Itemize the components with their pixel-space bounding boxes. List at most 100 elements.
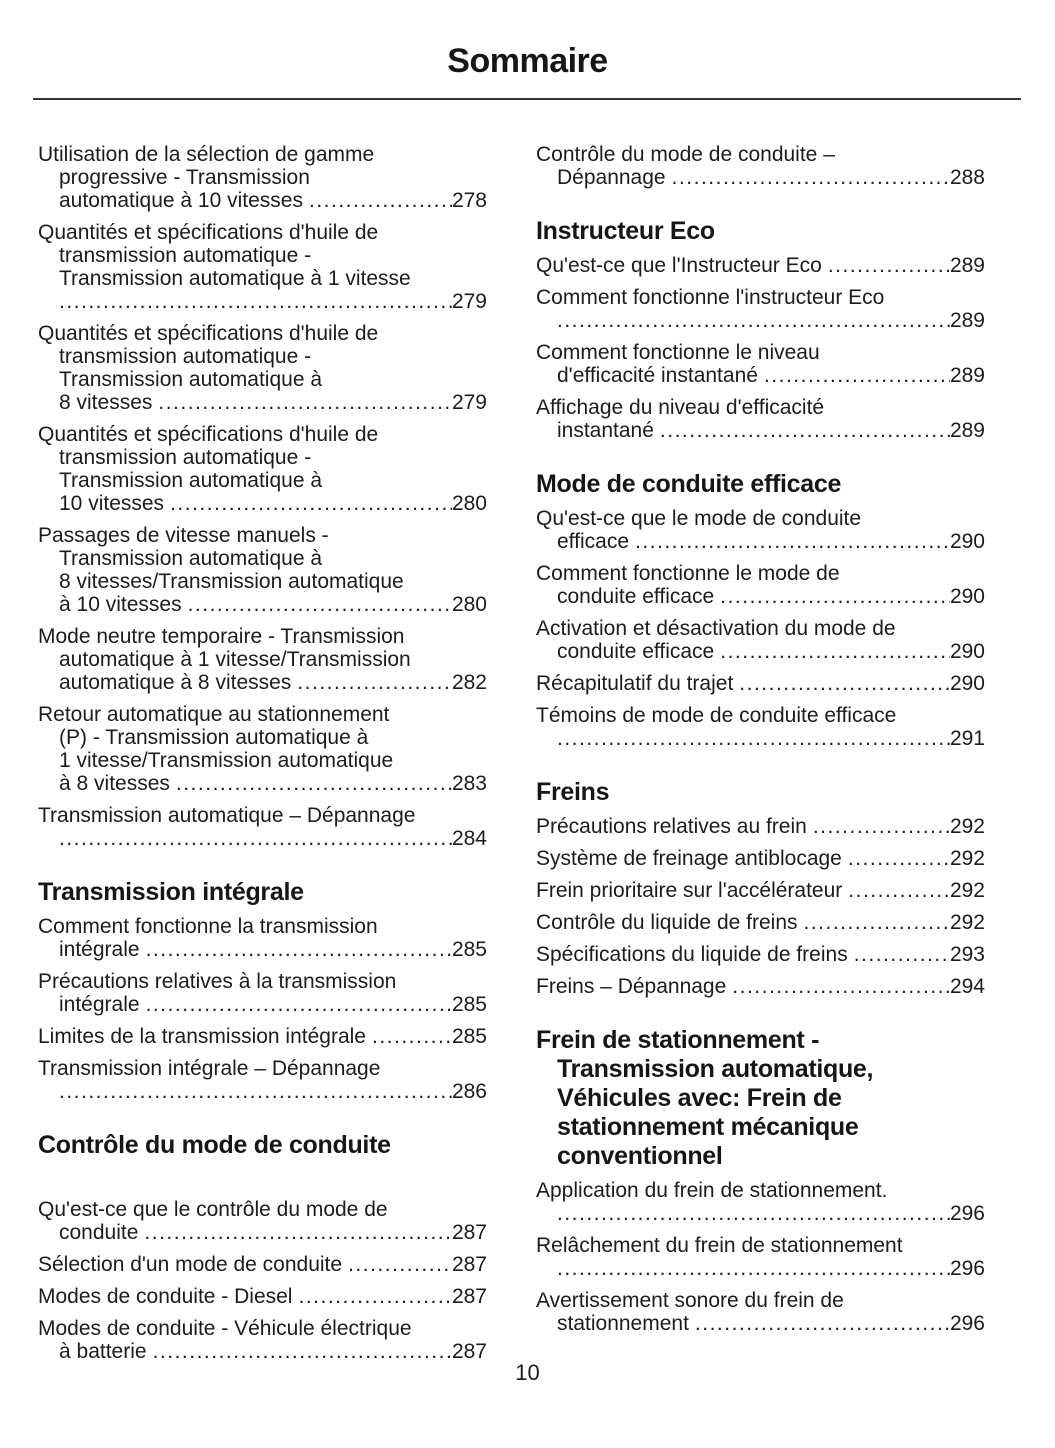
toc-entry-line: Application du frein de stationnement. bbox=[536, 1179, 888, 1202]
section-heading: Transmission intégrale bbox=[38, 878, 487, 907]
toc-entry[interactable]: Comment fonctionne la transmission intégr… bbox=[38, 915, 487, 961]
toc-entry[interactable]: Frein prioritaire sur l'accélérateur 292 bbox=[536, 879, 985, 902]
toc-entry[interactable]: Transmission intégrale – Dépannage 286 bbox=[38, 1057, 487, 1103]
toc-entry[interactable]: Retour automatique au stationnement (P) -… bbox=[38, 703, 487, 795]
toc-entry[interactable]: Témoins de mode de conduite efficace 291 bbox=[536, 704, 985, 750]
toc-dot-leader bbox=[146, 938, 452, 961]
toc-dot-leader bbox=[848, 879, 950, 902]
toc-entry[interactable]: Récapitulatif du trajet 290 bbox=[536, 672, 985, 695]
toc-entry-line: 1 vitesse/Transmission automatique bbox=[59, 749, 394, 772]
toc-page-number: 287 bbox=[451, 1285, 487, 1308]
toc-entry-line: Qu'est-ce que le contrôle du mode de bbox=[38, 1198, 388, 1221]
section-heading-line: Mode de conduite efficace bbox=[536, 470, 842, 498]
toc-entry[interactable]: Contrôle du liquide de freins 292 bbox=[536, 911, 985, 934]
toc-entry[interactable]: Contrôle du mode de conduite –Dépannage 2… bbox=[536, 143, 985, 189]
toc-entry[interactable]: Qu'est-ce que l'Instructeur Eco 289 bbox=[536, 254, 985, 277]
toc-entry[interactable]: Affichage du niveau d'efficacité instanta… bbox=[536, 396, 985, 442]
toc-entry[interactable]: Quantités et spécifications d'huile de tr… bbox=[38, 423, 487, 515]
toc-entry-line: Relâchement du frein de stationnement bbox=[536, 1234, 903, 1257]
toc-entry[interactable]: Application du frein de stationnement. 29… bbox=[536, 1179, 985, 1225]
toc-entry[interactable]: Précautions relatives à la transmission i… bbox=[38, 970, 487, 1016]
toc-dot-leader bbox=[557, 727, 950, 750]
toc-entry-line: Transmission automatique à bbox=[59, 547, 323, 570]
toc-page-number: 278 bbox=[451, 189, 487, 212]
toc-entry[interactable]: Comment fonctionne le niveau d'efficacité… bbox=[536, 341, 985, 387]
toc-dot-leader bbox=[764, 364, 950, 387]
toc-entry-text: d'efficacité instantané bbox=[557, 364, 758, 387]
toc-entry[interactable]: Précautions relatives au frein 292 bbox=[536, 815, 985, 838]
toc-entry-line: transmission automatique - bbox=[59, 244, 312, 267]
toc-entry-line: Précautions relatives à la transmission bbox=[38, 970, 397, 993]
toc-entry[interactable]: Mode neutre temporaire - Transmission aut… bbox=[38, 625, 487, 694]
toc-entry[interactable]: Passages de vitesse manuels - Transmissio… bbox=[38, 524, 487, 616]
toc-entry[interactable]: Avertissement sonore du frein de stationn… bbox=[536, 1289, 985, 1335]
toc-dot-leader bbox=[188, 593, 452, 616]
toc-entry[interactable]: Modes de conduite - Diesel 287 bbox=[38, 1285, 487, 1308]
toc-dot-leader bbox=[309, 189, 452, 212]
section-heading: Contrôle du mode de conduite bbox=[38, 1131, 487, 1160]
toc-entry[interactable]: Comment fonctionne l'instructeur Eco 289 bbox=[536, 286, 985, 332]
toc-entry[interactable]: Activation et désactivation du mode de co… bbox=[536, 617, 985, 663]
toc-entry-line: Retour automatique au stationnement bbox=[38, 703, 390, 726]
toc-dot-leader bbox=[672, 166, 950, 189]
toc-entry-line: Comment fonctionne le mode de bbox=[536, 562, 840, 585]
toc-entry-text: Qu'est-ce que l'Instructeur Eco bbox=[536, 254, 822, 277]
toc-dot-leader bbox=[59, 290, 452, 313]
toc-entry[interactable]: Limites de la transmission intégrale 285 bbox=[38, 1025, 487, 1048]
toc-entry[interactable]: Système de freinage antiblocage 292 bbox=[536, 847, 985, 870]
toc-entry-line: (P) - Transmission automatique à bbox=[59, 726, 369, 749]
toc-entry-line: transmission automatique - bbox=[59, 446, 312, 469]
toc-entry-text: automatique à 10 vitesses bbox=[59, 189, 303, 212]
toc-page-number: 293 bbox=[949, 943, 985, 966]
toc-entry[interactable]: Comment fonctionne le mode de conduite ef… bbox=[536, 562, 985, 608]
toc-dot-leader bbox=[297, 671, 452, 694]
toc-entry[interactable]: Modes de conduite - Véhicule électrique à… bbox=[38, 1317, 487, 1363]
section-heading-line: conventionnel bbox=[557, 1142, 723, 1170]
toc-entry-text: Freins – Dépannage bbox=[536, 975, 727, 998]
toc-dot-leader bbox=[848, 847, 950, 870]
toc-dot-leader bbox=[372, 1025, 452, 1048]
toc-entry-line: instantané 289 bbox=[536, 419, 985, 442]
toc-entry-text: Dépannage bbox=[557, 166, 666, 189]
toc-entry-text: intégrale bbox=[59, 938, 140, 961]
toc-entry-text: conduite efficace bbox=[557, 585, 715, 608]
toc-entry-line: 286 bbox=[38, 1080, 487, 1103]
toc-entry-text: Modes de conduite - Diesel bbox=[38, 1285, 293, 1308]
toc-entry[interactable]: Relâchement du frein de stationnement 296 bbox=[536, 1234, 985, 1280]
toc-entry-text: Récapitulatif du trajet bbox=[536, 672, 734, 695]
toc-entry-line: Comment fonctionne la transmission bbox=[38, 915, 378, 938]
toc-entry-line: Utilisation de la sélection de gamme bbox=[38, 143, 375, 166]
toc-entry[interactable]: Utilisation de la sélection de gamme prog… bbox=[38, 143, 487, 212]
toc-dot-leader bbox=[59, 1080, 452, 1103]
toc-entry-line: Passages de vitesse manuels - bbox=[38, 524, 329, 547]
toc-entry-line: Dépannage 288 bbox=[536, 166, 985, 189]
toc-entry[interactable]: Quantités et spécifications d'huile de tr… bbox=[38, 322, 487, 414]
toc-dot-leader bbox=[146, 993, 452, 1016]
toc-page-number: 292 bbox=[949, 879, 985, 902]
toc-dot-leader bbox=[854, 943, 950, 966]
toc-page-number: 286 bbox=[451, 1080, 487, 1103]
toc-dot-leader bbox=[144, 1221, 452, 1244]
toc-entry-text: 8 vitesses bbox=[59, 391, 153, 414]
toc-dot-leader bbox=[720, 640, 950, 663]
toc-entry-line: Modes de conduite - Véhicule électrique bbox=[38, 1317, 412, 1340]
toc-entry-text: conduite bbox=[59, 1221, 139, 1244]
toc-dot-leader bbox=[828, 254, 950, 277]
toc-entry[interactable]: Transmission automatique – Dépannage 284 bbox=[38, 804, 487, 850]
toc-entry[interactable]: Qu'est-ce que le contrôle du mode de cond… bbox=[38, 1198, 487, 1244]
toc-entry-text: 10 vitesses bbox=[59, 492, 165, 515]
toc-entry[interactable]: Spécifications du liquide de freins 293 bbox=[536, 943, 985, 966]
toc-entry-line: efficace 290 bbox=[536, 530, 985, 553]
toc-entry[interactable]: Freins – Dépannage 294 bbox=[536, 975, 985, 998]
toc-entry[interactable]: Sélection d'un mode de conduite 287 bbox=[38, 1253, 487, 1276]
toc-entry-line: Activation et désactivation du mode de bbox=[536, 617, 896, 640]
toc-dot-leader bbox=[557, 1202, 950, 1225]
toc-page-number: 287 bbox=[451, 1340, 487, 1363]
toc-entry-line: Qu'est-ce que le mode de conduite bbox=[536, 507, 862, 530]
toc-dot-leader bbox=[635, 530, 950, 553]
toc-entry-line: Précautions relatives au frein 292 bbox=[536, 815, 985, 838]
toc-entry[interactable]: Qu'est-ce que le mode de conduite efficac… bbox=[536, 507, 985, 553]
toc-page-number: 282 bbox=[451, 671, 487, 694]
toc-entry[interactable]: Quantités et spécifications d'huile de tr… bbox=[38, 221, 487, 313]
section-heading-line: stationnement mécanique bbox=[557, 1113, 859, 1141]
